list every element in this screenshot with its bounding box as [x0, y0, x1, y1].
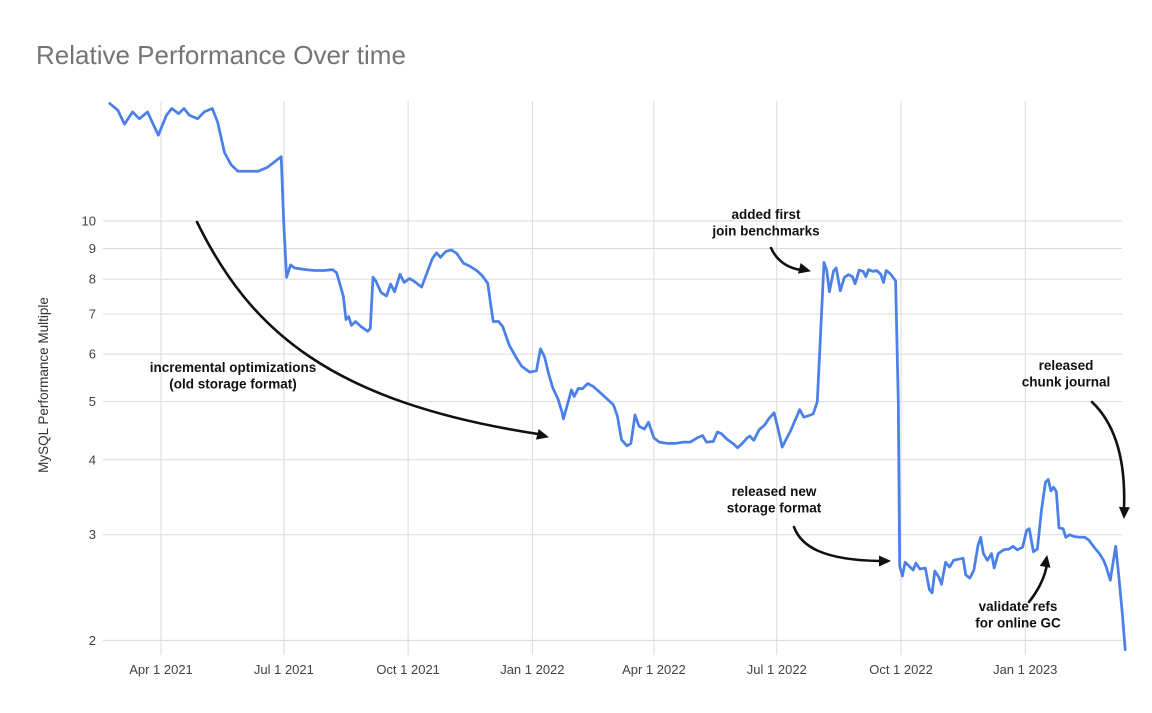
annotation-label-validate-refs-online-gc: validate refs for online GC	[975, 599, 1061, 631]
y-tick-label: 10	[82, 214, 96, 229]
annotation-layer: incremental optimizations (old storage fo…	[150, 207, 1130, 631]
annotation-label-released-chunk-journal: released chunk journal	[1022, 358, 1111, 390]
annotation-arrow-validate-refs-online-gc	[1027, 562, 1049, 604]
x-tick-label: Jul 1 2021	[254, 662, 314, 677]
annotation-arrow-added-first-join-benchmarks	[769, 246, 803, 272]
performance-line	[108, 102, 1127, 652]
y-axis-title: MySQL Performance Multiple	[36, 297, 51, 473]
annotation-arrow-incremental-optimizations	[195, 220, 540, 436]
x-tick-label: Jan 1 2023	[993, 662, 1057, 677]
y-tick-label: 9	[89, 241, 96, 256]
x-tick-label: Jul 1 2022	[747, 662, 807, 677]
y-tick-label: 2	[89, 633, 96, 648]
series-layer	[108, 102, 1127, 652]
y-tick-label: 7	[89, 306, 96, 321]
annotation-arrowhead-released-chunk-journal	[1118, 506, 1130, 519]
annotation-label-released-new-storage-format: released new storage format	[727, 484, 822, 516]
chart-title: Relative Performance Over time	[36, 40, 406, 70]
annotation-arrowhead-validate-refs-online-gc	[1039, 555, 1051, 568]
annotation-arrowhead-added-first-join-benchmarks	[797, 263, 811, 274]
annotation-arrow-released-chunk-journal	[1090, 400, 1126, 510]
annotation-label-incremental-optimizations: incremental optimizations (old storage fo…	[150, 360, 317, 392]
x-tick-label: Apr 1 2022	[622, 662, 686, 677]
x-tick-label: Jan 1 2022	[500, 662, 564, 677]
y-tick-label: 6	[89, 347, 96, 362]
annotation-label-added-first-join-benchmarks: added first join benchmarks	[711, 207, 819, 239]
annotation-arrowhead-incremental-optimizations	[535, 429, 549, 440]
y-tick-label: 3	[89, 527, 96, 542]
x-tick-label: Oct 1 2021	[376, 662, 440, 677]
x-tick-label: Oct 1 2022	[869, 662, 933, 677]
y-tick-label: 5	[89, 394, 96, 409]
grid-layer: 2 3 4 5 6 7 8 9 10 Apr 1 2021 Jul 1 2021 Oct 1 2021…	[82, 101, 1122, 677]
annotation-arrowhead-released-new-storage-format	[879, 555, 891, 567]
y-tick-label: 8	[89, 272, 96, 287]
x-tick-label: Apr 1 2021	[129, 662, 193, 677]
annotation-arrow-released-new-storage-format	[792, 525, 882, 563]
y-tick-label: 4	[89, 452, 96, 467]
